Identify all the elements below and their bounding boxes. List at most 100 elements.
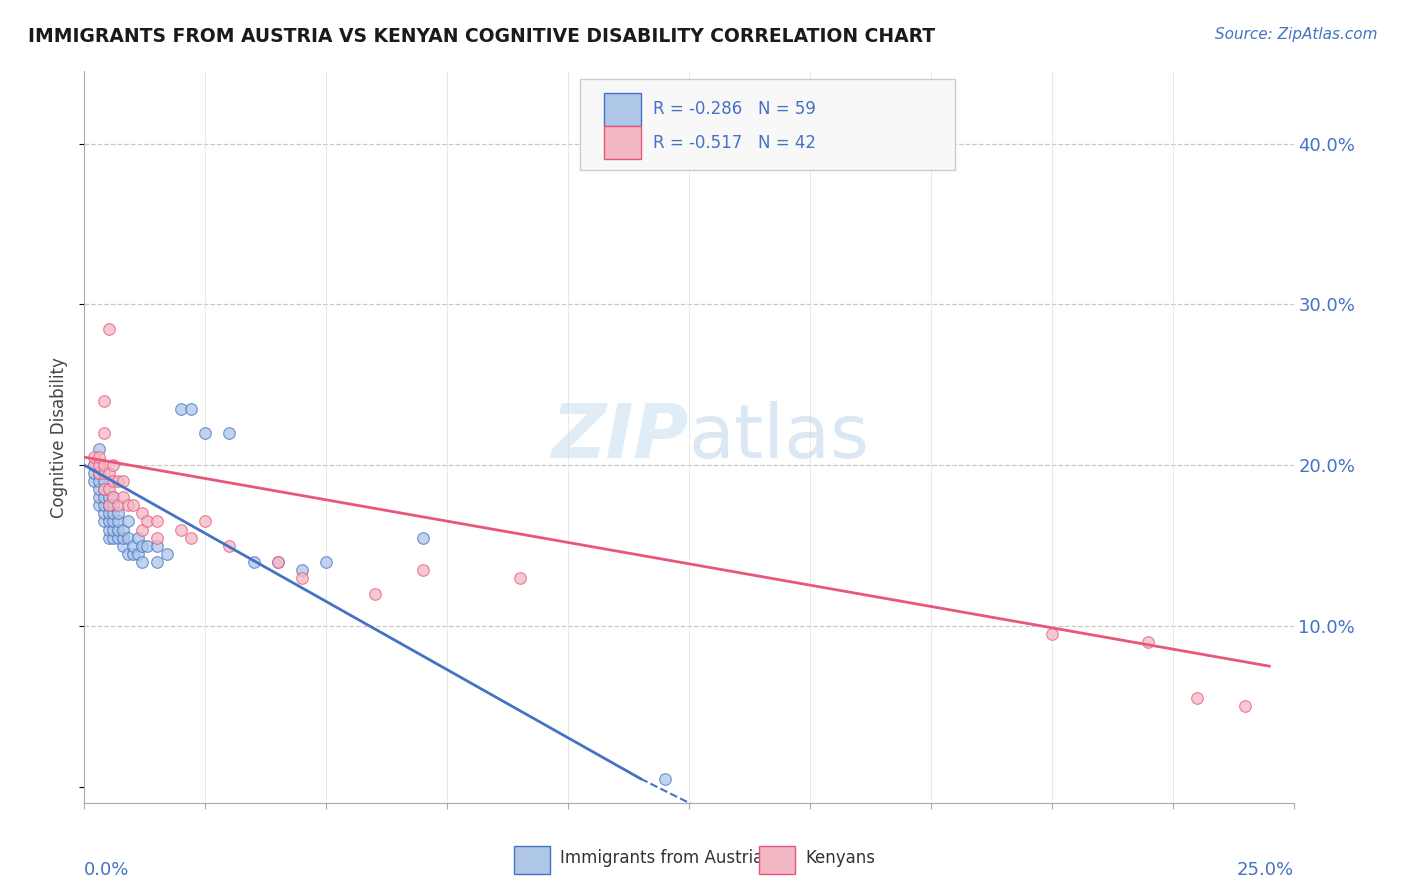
- Text: Kenyans: Kenyans: [806, 848, 875, 867]
- Text: R = -0.286   N = 59: R = -0.286 N = 59: [652, 100, 815, 119]
- FancyBboxPatch shape: [605, 93, 641, 126]
- Point: [103, 531, 125, 545]
- Point: [267, 555, 290, 569]
- Point: [103, 458, 125, 473]
- Point: [194, 515, 217, 529]
- Text: Immigrants from Austria: Immigrants from Austria: [560, 848, 763, 867]
- Point: [180, 531, 202, 545]
- Point: [97, 523, 120, 537]
- Text: 25.0%: 25.0%: [1236, 861, 1294, 880]
- Point: [112, 523, 135, 537]
- Point: [87, 458, 110, 473]
- Point: [146, 531, 169, 545]
- Point: [117, 515, 139, 529]
- Point: [242, 555, 264, 569]
- Point: [194, 425, 217, 440]
- Point: [93, 491, 115, 505]
- Point: [93, 475, 115, 489]
- Point: [131, 555, 153, 569]
- Point: [112, 491, 135, 505]
- Point: [93, 458, 115, 473]
- Point: [103, 475, 125, 489]
- Point: [291, 563, 314, 577]
- Point: [97, 507, 120, 521]
- Point: [87, 491, 110, 505]
- Text: Source: ZipAtlas.com: Source: ZipAtlas.com: [1215, 27, 1378, 42]
- Point: [107, 507, 129, 521]
- Text: atlas: atlas: [689, 401, 870, 474]
- Point: [83, 467, 105, 481]
- Point: [97, 499, 120, 513]
- Point: [103, 523, 125, 537]
- Point: [121, 499, 143, 513]
- Y-axis label: Cognitive Disability: Cognitive Disability: [51, 357, 69, 517]
- Point: [87, 475, 110, 489]
- Point: [1137, 635, 1160, 649]
- Point: [93, 515, 115, 529]
- Point: [87, 442, 110, 457]
- Point: [112, 539, 135, 553]
- Point: [654, 772, 676, 786]
- Point: [180, 401, 202, 416]
- Point: [93, 393, 115, 408]
- Point: [117, 499, 139, 513]
- Point: [117, 547, 139, 561]
- Point: [136, 539, 159, 553]
- Point: [136, 515, 159, 529]
- Point: [93, 425, 115, 440]
- Point: [509, 571, 531, 585]
- Point: [112, 531, 135, 545]
- Point: [112, 475, 135, 489]
- Point: [97, 321, 120, 335]
- Point: [107, 475, 129, 489]
- Point: [127, 531, 149, 545]
- Point: [131, 539, 153, 553]
- Point: [97, 491, 120, 505]
- Point: [127, 547, 149, 561]
- Text: R = -0.517   N = 42: R = -0.517 N = 42: [652, 134, 815, 152]
- Point: [146, 539, 169, 553]
- Point: [131, 523, 153, 537]
- Point: [1234, 699, 1257, 714]
- Point: [87, 458, 110, 473]
- Point: [131, 507, 153, 521]
- Point: [87, 467, 110, 481]
- Point: [117, 531, 139, 545]
- Point: [363, 587, 385, 601]
- Point: [121, 547, 143, 561]
- Point: [146, 555, 169, 569]
- Point: [1040, 627, 1063, 641]
- Point: [103, 491, 125, 505]
- Point: [97, 515, 120, 529]
- FancyBboxPatch shape: [759, 846, 796, 874]
- FancyBboxPatch shape: [605, 127, 641, 160]
- Point: [83, 475, 105, 489]
- Point: [291, 571, 314, 585]
- Point: [412, 531, 434, 545]
- Point: [93, 483, 115, 497]
- Point: [103, 499, 125, 513]
- Point: [1185, 691, 1208, 706]
- Point: [267, 555, 290, 569]
- Point: [83, 450, 105, 465]
- Point: [83, 458, 105, 473]
- Point: [87, 499, 110, 513]
- Point: [107, 499, 129, 513]
- Point: [107, 531, 129, 545]
- Point: [87, 483, 110, 497]
- Text: IMMIGRANTS FROM AUSTRIA VS KENYAN COGNITIVE DISABILITY CORRELATION CHART: IMMIGRANTS FROM AUSTRIA VS KENYAN COGNIT…: [28, 27, 935, 45]
- Point: [146, 515, 169, 529]
- Point: [83, 458, 105, 473]
- Point: [107, 523, 129, 537]
- Point: [97, 531, 120, 545]
- Point: [93, 507, 115, 521]
- Point: [93, 499, 115, 513]
- Point: [103, 507, 125, 521]
- Point: [121, 539, 143, 553]
- Point: [97, 499, 120, 513]
- Point: [170, 401, 193, 416]
- Point: [218, 539, 240, 553]
- Point: [218, 425, 240, 440]
- Point: [87, 467, 110, 481]
- Point: [87, 450, 110, 465]
